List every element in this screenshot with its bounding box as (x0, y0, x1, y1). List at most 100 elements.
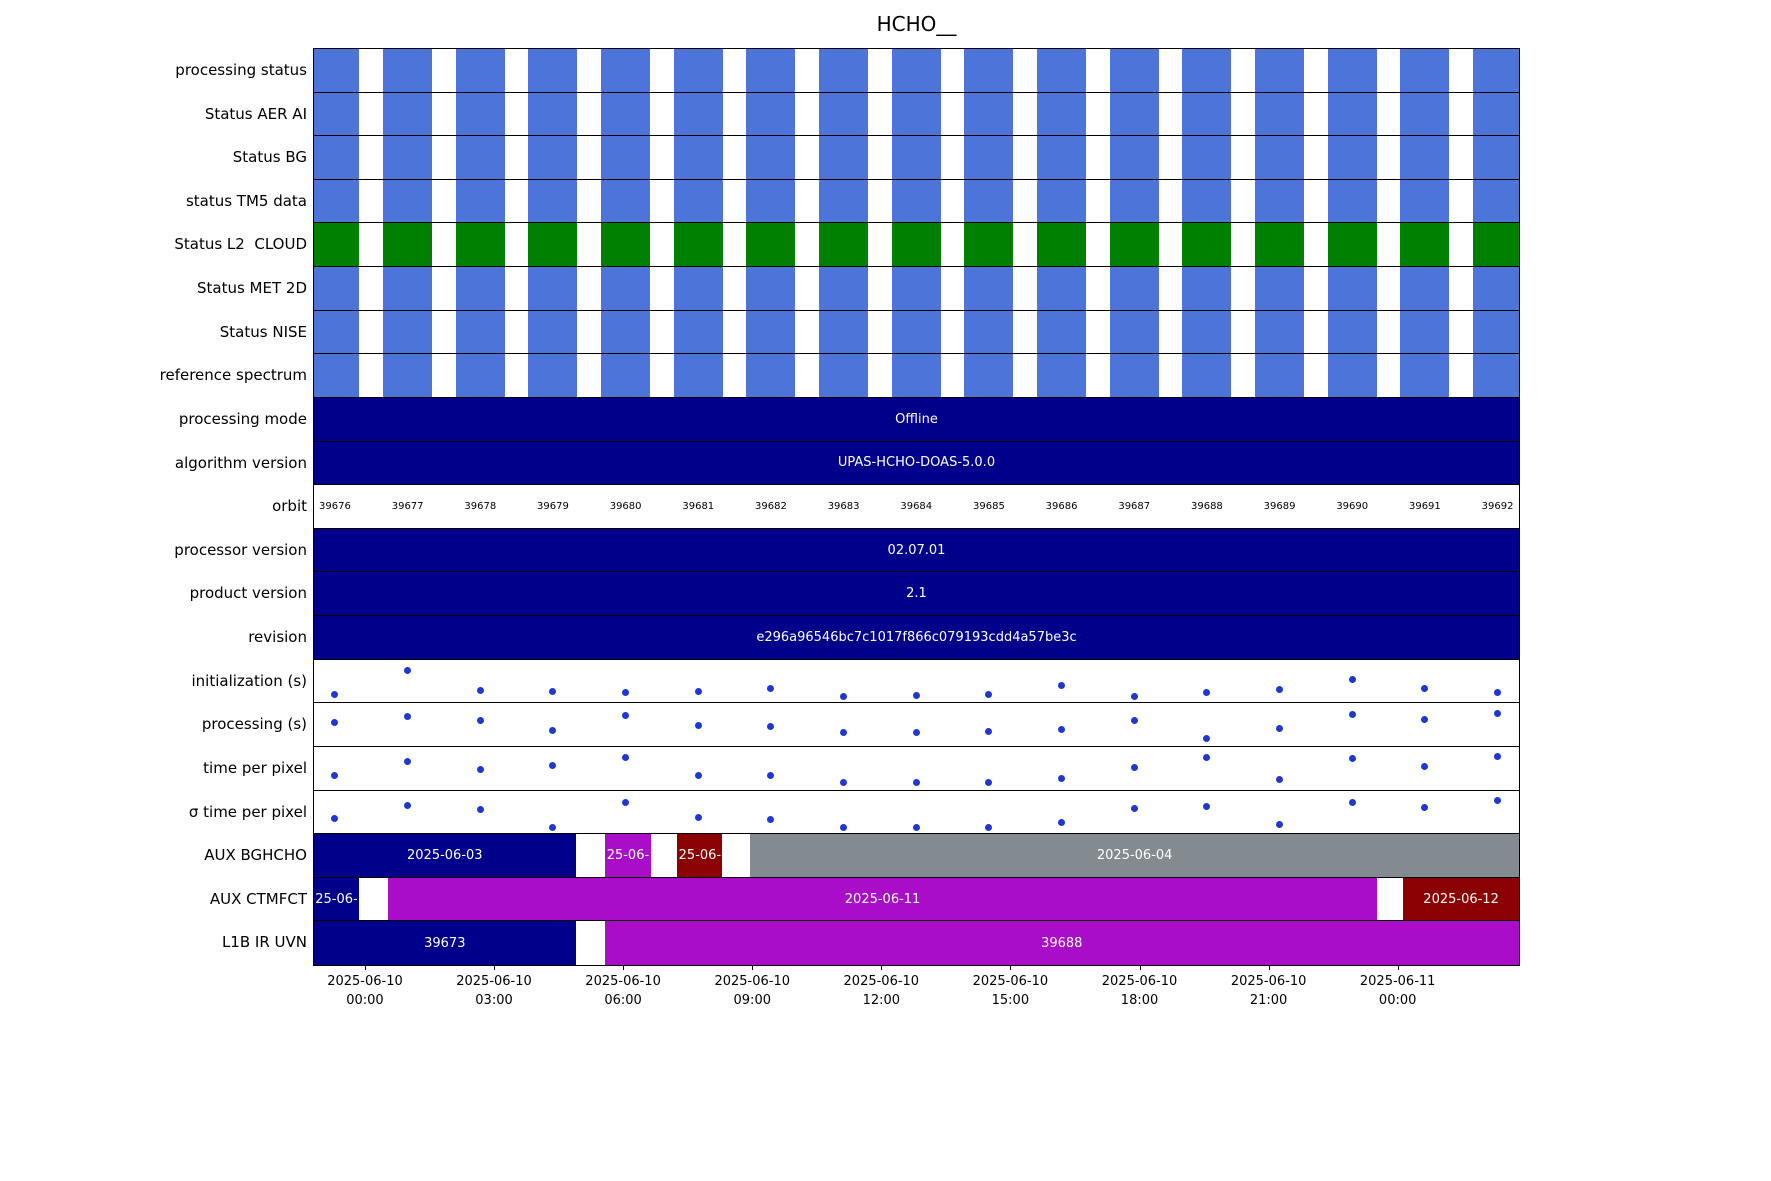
value-bar: 2.1 (314, 572, 1519, 616)
orbit-number: 39684 (900, 501, 933, 513)
x-tick-date: 2025-06-10 (327, 974, 403, 989)
orbit-status-bar (891, 49, 941, 92)
orbit-status-bar (964, 310, 1014, 354)
orbit-status-bar (1255, 223, 1305, 267)
x-tick-mark (494, 966, 496, 970)
orbit-number: 39681 (682, 501, 715, 513)
data-point (549, 687, 557, 695)
data-point (1203, 803, 1211, 811)
x-tick-label: 2025-06-10 18:00 (1102, 973, 1178, 1011)
segment-bar: 2025-06-11 (387, 877, 1378, 921)
orbit-status-bar (383, 179, 433, 223)
orbit-status-bar (746, 179, 796, 223)
orbit-status-bar (964, 354, 1014, 397)
data-point (404, 666, 412, 674)
segment-bar: 25-06- (677, 834, 723, 877)
orbit-status-bar (1473, 310, 1519, 354)
data-point (985, 690, 993, 698)
row-label-processor-version: processor version (174, 540, 307, 559)
orbit-status-bar (1037, 354, 1087, 397)
orbit-status-bar (383, 223, 433, 267)
data-point (622, 754, 630, 762)
data-point (1494, 709, 1502, 717)
orbit-status-bar (1473, 267, 1519, 310)
orbit-status-bar (1255, 136, 1305, 179)
row-processing-s (314, 703, 1519, 747)
orbit-status-bar (746, 49, 796, 92)
x-tick-label: 2025-06-10 15:00 (973, 973, 1049, 1011)
x-tick-label: 2025-06-10 12:00 (844, 973, 920, 1011)
orbit-status-bar (819, 49, 869, 92)
row-label-status-met-2d: Status MET 2D (196, 279, 307, 298)
bar-text: 2025-06-12 (1423, 891, 1499, 907)
bar-text: 25-06- (678, 847, 722, 863)
orbit-status-bar (528, 179, 578, 223)
orbit-status-bar (1182, 354, 1232, 397)
orbit-status-bar (1473, 223, 1519, 267)
orbit-status-bar (383, 267, 433, 310)
data-point (1348, 755, 1356, 763)
x-tick-time: 00:00 (1378, 992, 1417, 1008)
orbit-status-bar (455, 136, 505, 179)
data-point (1203, 735, 1211, 743)
orbit-number: 39676 (319, 501, 351, 513)
data-point (549, 727, 557, 735)
orbit-status-bar (673, 136, 723, 179)
orbit-status-bar (891, 223, 941, 267)
data-point (331, 815, 339, 823)
orbit-status-bar (819, 179, 869, 223)
orbit-status-bar (1327, 179, 1377, 223)
orbit-number: 39682 (755, 501, 787, 513)
row-status-l2-cloud (314, 223, 1519, 268)
orbit-status-bar (455, 310, 505, 354)
orbit-status-bar (964, 136, 1014, 179)
orbit-status-bar (1327, 136, 1377, 179)
data-point (840, 824, 848, 832)
data-point (694, 688, 702, 696)
bar-text: 2025-06-03 (407, 847, 483, 863)
orbit-status-bar (1109, 267, 1159, 310)
x-tick-date: 2025-06-10 (1101, 974, 1178, 989)
data-point (549, 823, 557, 831)
orbit-status-bar (1109, 179, 1159, 223)
orbit-number: 39687 (1118, 501, 1151, 513)
orbit-number: 39691 (1408, 501, 1441, 513)
data-point (694, 814, 702, 822)
orbit-status-bar (1182, 136, 1232, 179)
x-tick-mark (1010, 966, 1012, 970)
data-point (1276, 820, 1284, 828)
row-processor-version: 02.07.01 (314, 528, 1519, 573)
x-tick-time: 15:00 (991, 992, 1030, 1008)
orbit-number: 39692 (1481, 501, 1514, 513)
bar-text: e296a96546bc7c1017f866c079193cdd4a57be3c (756, 629, 1077, 645)
orbit-number: 39680 (609, 501, 642, 513)
orbit-status-bar (314, 310, 360, 354)
data-point (1130, 717, 1138, 725)
bar-text: Offline (895, 411, 938, 427)
segment-bar: 2025-06-03 (314, 834, 576, 877)
data-point (1494, 753, 1502, 761)
orbit-status-bar (1473, 92, 1519, 136)
orbit-status-bar (1327, 310, 1377, 354)
orbit-number: 39689 (1263, 501, 1296, 513)
data-point (476, 717, 484, 725)
orbit-status-bar (528, 49, 578, 92)
data-point (1348, 710, 1356, 718)
data-point (767, 722, 775, 730)
x-tick-time: 21:00 (1249, 992, 1288, 1008)
orbit-status-bar (1473, 136, 1519, 179)
x-tick-mark (623, 966, 625, 970)
data-point (1494, 688, 1502, 696)
orbit-status-bar (746, 136, 796, 179)
x-tick-label: 2025-06-10 21:00 (1231, 973, 1307, 1011)
row-label-processing-status: processing status (175, 61, 307, 79)
row-product-version: 2.1 (314, 572, 1519, 617)
orbit-status-bar (528, 354, 578, 397)
orbit-status-bar (1400, 223, 1450, 267)
row-label-time-per-pixel: time per pixel (203, 758, 307, 777)
orbit-status-bar (1255, 267, 1305, 310)
data-point (1421, 716, 1429, 724)
row-time-per-pixel (314, 790, 1519, 835)
x-tick-date: 2025-06-10 (1230, 974, 1307, 989)
